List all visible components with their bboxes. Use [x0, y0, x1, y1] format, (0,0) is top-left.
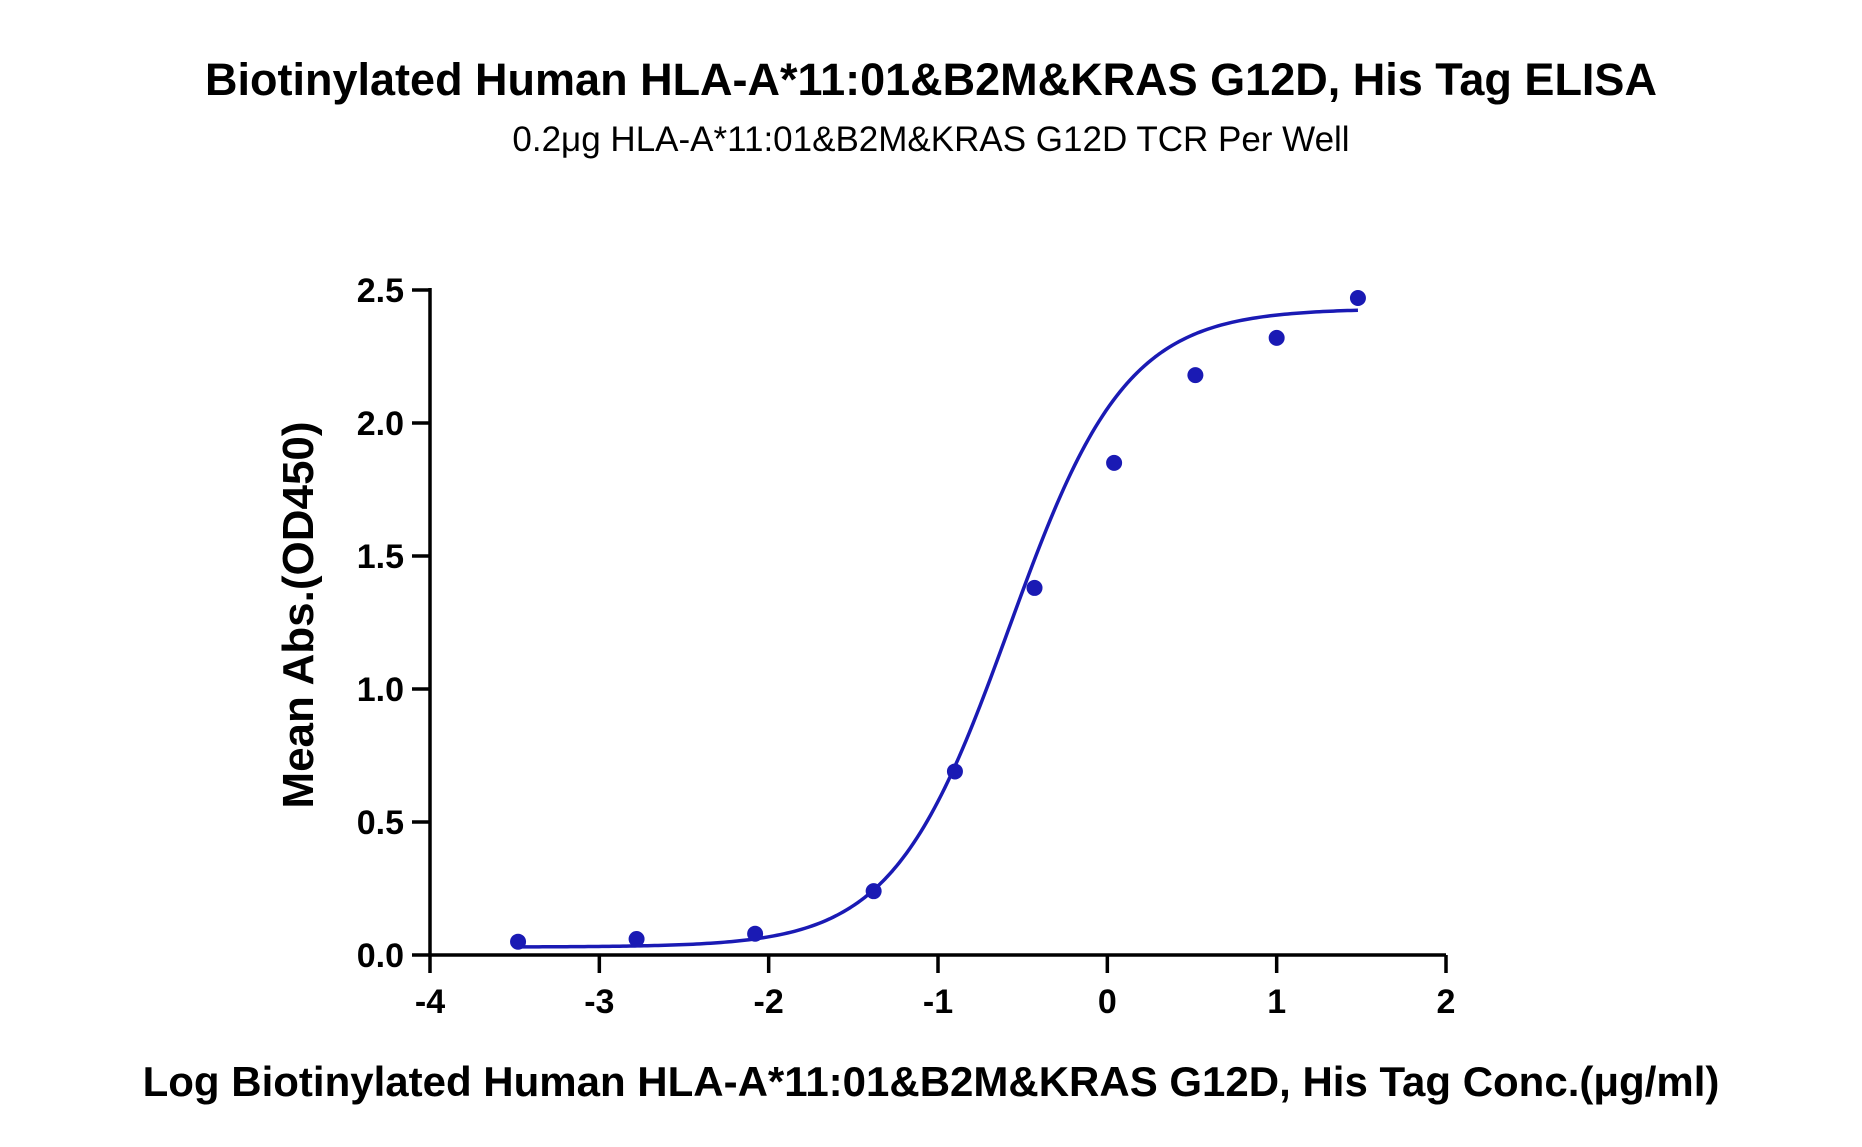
data-point	[1187, 367, 1204, 384]
x-tick-label: 0	[1098, 983, 1117, 1021]
data-point	[510, 933, 527, 950]
data-point	[1026, 579, 1043, 596]
data-point	[946, 763, 963, 780]
x-tick-label: -3	[584, 983, 614, 1021]
x-axis-label: Log Biotinylated Human HLA-A*11:01&B2M&K…	[142, 1058, 1720, 1105]
chart-subtitle: 0.2μg HLA-A*11:01&B2M&KRAS G12D TCR Per …	[512, 120, 1350, 159]
data-points-layer	[510, 289, 1366, 950]
y-axis-label: Mean Abs.(OD450)	[274, 421, 323, 809]
data-point	[1349, 289, 1366, 306]
x-tick-label: -2	[754, 983, 784, 1021]
x-tick-label: 2	[1437, 983, 1456, 1021]
fit-curve-layer	[518, 308, 1358, 949]
chart-title: Biotinylated Human HLA-A*11:01&B2M&KRAS …	[205, 54, 1657, 105]
x-tick-label: -4	[415, 983, 445, 1021]
x-tick-label: 1	[1267, 983, 1286, 1021]
data-point	[865, 883, 882, 900]
y-tick-label: 2.5	[357, 272, 404, 310]
data-point	[628, 931, 645, 948]
fit-curve	[518, 308, 1358, 949]
y-tick-label: 2.0	[357, 405, 404, 443]
axes: 0.0 0.5 1.0 1.5 2.0 2.5 -4 -3 -2 -1 0 1 2	[357, 272, 1456, 1021]
data-point	[1268, 329, 1285, 346]
y-tick-label: 0.0	[357, 937, 404, 975]
y-tick-label: 1.5	[357, 538, 404, 576]
data-point	[1106, 454, 1123, 471]
x-tick-label: -1	[923, 983, 953, 1021]
y-tick-label: 0.5	[357, 804, 404, 842]
data-point	[747, 925, 764, 942]
y-tick-label: 1.0	[357, 671, 404, 709]
